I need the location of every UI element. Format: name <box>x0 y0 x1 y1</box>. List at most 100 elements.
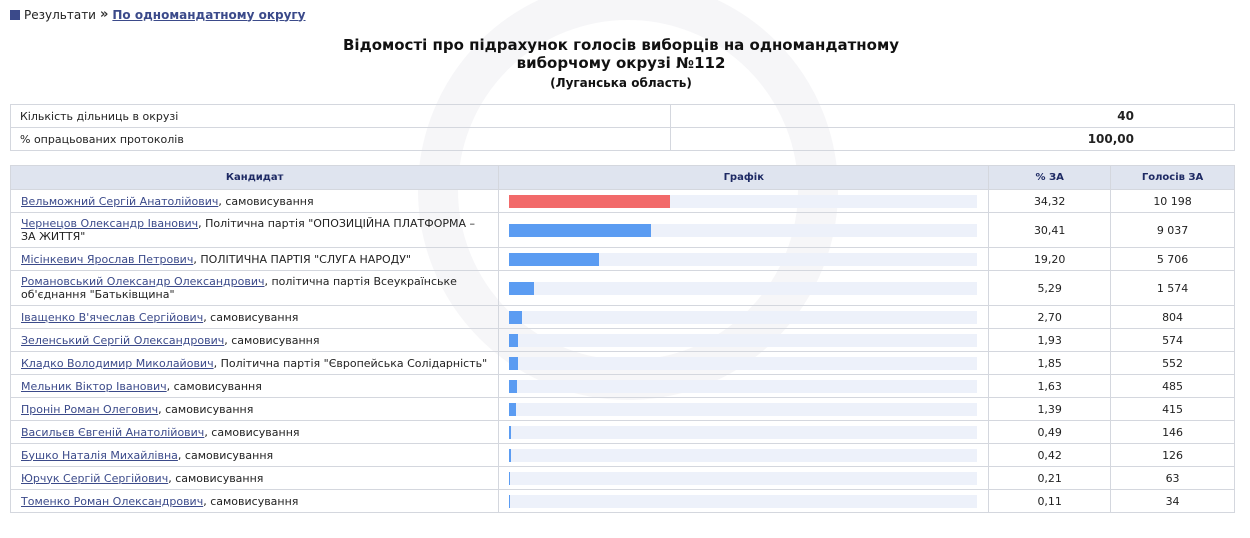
candidate-cell: Місінкевич Ярослав Петрович, ПОЛІТИЧНА П… <box>9 247 500 271</box>
bar-track <box>509 252 978 266</box>
percent-cell: 0,49 <box>988 420 1112 444</box>
votes-cell: 126 <box>1110 443 1235 467</box>
vote-share-bar <box>509 448 512 462</box>
candidate-party: , самовисування <box>168 471 264 485</box>
candidate-cell: Томенко Роман Олександрович, самовисуван… <box>9 489 500 513</box>
bar-track <box>509 194 978 208</box>
candidate-name-link[interactable]: Вельможний Сергій Анатолійович <box>21 194 219 208</box>
stats-value: 40 <box>669 104 1236 128</box>
candidate-cell: Васильєв Євгеній Анатолійович, самовисув… <box>9 420 500 444</box>
candidate-cell: Чернецов Олександр Іванович, Політична п… <box>9 212 500 248</box>
candidate-party: , самовисування <box>203 494 299 508</box>
candidate-name-link[interactable]: Місінкевич Ярослав Петрович <box>21 252 194 266</box>
chart-cell <box>498 443 990 467</box>
percent-cell: 30,41 <box>988 212 1112 248</box>
candidate-party: , самовисування <box>177 448 274 462</box>
vote-share-bar <box>509 402 517 416</box>
chart-cell <box>498 328 990 352</box>
votes-cell: 5 706 <box>1110 247 1235 271</box>
stats-row-protocols: % опрацьованих протоколів 100,00 <box>10 127 1236 151</box>
candidate-cell: Мельник Віктор Іванович, самовисування <box>9 374 500 398</box>
candidate-name-link[interactable]: Васильєв Євгеній Анатолійович <box>21 425 205 439</box>
candidate-name-link[interactable]: Мельник Віктор Іванович <box>21 379 167 393</box>
percent-cell: 5,29 <box>988 270 1112 306</box>
bar-track <box>509 471 978 485</box>
vote-share-bar <box>509 379 518 393</box>
table-row: Мельник Віктор Іванович, самовисування 1,… <box>9 374 1235 398</box>
table-row: Пронін Роман Олегович, самовисування 1,39… <box>9 397 1235 421</box>
candidate-party: , ПОЛІТИЧНА ПАРТІЯ "СЛУГА НАРОДУ" <box>193 252 411 266</box>
candidate-name-link[interactable]: Пронін Роман Олегович <box>21 402 159 416</box>
vote-share-bar <box>509 223 652 237</box>
percent-cell: 19,20 <box>988 247 1112 271</box>
breadcrumb-separator: » <box>99 7 109 22</box>
chart-cell <box>498 351 990 375</box>
region-subtitle: (Луганська область) <box>550 76 692 90</box>
candidate-name-link[interactable]: Юрчук Сергій Сергійович <box>21 471 169 485</box>
column-header-percent: % ЗА <box>988 165 1112 190</box>
percent-cell: 0,42 <box>988 443 1112 467</box>
votes-cell: 804 <box>1110 305 1235 329</box>
table-row: Васильєв Євгеній Анатолійович, самовисув… <box>9 420 1235 444</box>
candidate-name-link[interactable]: Іващенко В'ячеслав Сергійович <box>21 310 204 324</box>
chart-cell <box>498 420 990 444</box>
candidate-party: , самовисування <box>204 425 300 439</box>
vote-share-bar <box>509 356 519 370</box>
chart-cell <box>498 189 990 213</box>
candidate-cell: Вельможний Сергій Анатолійович, самовису… <box>9 189 500 213</box>
candidate-party: , самовисування <box>218 194 314 208</box>
chart-cell <box>498 466 990 490</box>
table-row: Вельможний Сергій Анатолійович, самовису… <box>9 189 1235 213</box>
candidate-name-link[interactable]: Томенко Роман Олександрович <box>21 494 204 508</box>
stats-row-stations: Кількість дільниць в окрузі 40 <box>10 104 1236 128</box>
votes-cell: 415 <box>1110 397 1235 421</box>
square-bullet-icon <box>10 9 20 20</box>
chart-cell <box>498 305 990 329</box>
votes-cell: 146 <box>1110 420 1235 444</box>
vote-share-bar <box>509 494 511 508</box>
breadcrumb-link-current[interactable]: По одномандатному округу <box>112 7 306 22</box>
candidate-name-link[interactable]: Романовський Олександр Олександрович <box>21 275 265 288</box>
breadcrumb-root: Результати <box>24 7 96 22</box>
table-row: Бушко Наталія Михайлівна, самовисування 0… <box>9 443 1235 467</box>
stats-label: % опрацьованих протоколів <box>10 127 671 151</box>
candidate-name-link[interactable]: Зеленський Сергій Олександрович <box>21 333 225 347</box>
candidate-cell: Зеленський Сергій Олександрович, самовис… <box>9 328 500 352</box>
district-stats-table: Кількість дільниць в окрузі 40 % опрацьо… <box>10 104 1236 151</box>
column-header-votes: Голосів ЗА <box>1110 165 1235 190</box>
bar-track <box>509 425 978 439</box>
votes-cell: 63 <box>1110 466 1235 490</box>
stats-label: Кількість дільниць в окрузі <box>10 104 671 128</box>
bar-track <box>509 333 978 347</box>
column-header-chart: Графік <box>498 165 990 190</box>
candidate-cell: Кладко Володимир Миколайович, Політична … <box>9 351 500 375</box>
candidate-party: , самовисування <box>203 310 299 324</box>
candidate-party: , самовисування <box>158 402 254 416</box>
votes-cell: 9 037 <box>1110 212 1235 248</box>
percent-cell: 0,21 <box>988 466 1112 490</box>
stats-value: 100,00 <box>669 127 1236 151</box>
chart-cell <box>498 489 990 513</box>
percent-cell: 0,11 <box>988 489 1112 513</box>
vote-share-bar <box>509 281 535 295</box>
chart-cell <box>498 247 990 271</box>
percent-cell: 34,32 <box>988 189 1112 213</box>
candidate-name-link[interactable]: Кладко Володимир Миколайович <box>21 356 214 370</box>
candidate-cell: Юрчук Сергій Сергійович, самовисування <box>9 466 500 490</box>
candidate-party: , самовисування <box>224 333 320 347</box>
percent-cell: 1,93 <box>988 328 1112 352</box>
candidate-cell: Романовський Олександр Олександрович, по… <box>9 270 500 306</box>
candidate-party: , Політична партія "Європейська Солідарн… <box>213 356 488 370</box>
chart-cell <box>498 397 990 421</box>
table-row: Юрчук Сергій Сергійович, самовисування 0,… <box>9 466 1235 490</box>
vote-share-bar <box>509 310 523 324</box>
candidate-name-link[interactable]: Бушко Наталія Михайлівна <box>21 448 178 462</box>
bar-track <box>509 448 978 462</box>
candidate-name-link[interactable]: Чернецов Олександр Іванович <box>21 217 199 230</box>
bar-track <box>509 379 978 393</box>
candidate-party: , Політична партія "ОПОЗИЦІЙНА ПЛАТФОРМА… <box>21 217 475 243</box>
table-row: Чернецов Олександр Іванович, Політична п… <box>9 212 1235 248</box>
vote-share-bar <box>509 333 519 347</box>
bar-track <box>509 356 978 370</box>
vote-share-bar <box>509 425 512 439</box>
